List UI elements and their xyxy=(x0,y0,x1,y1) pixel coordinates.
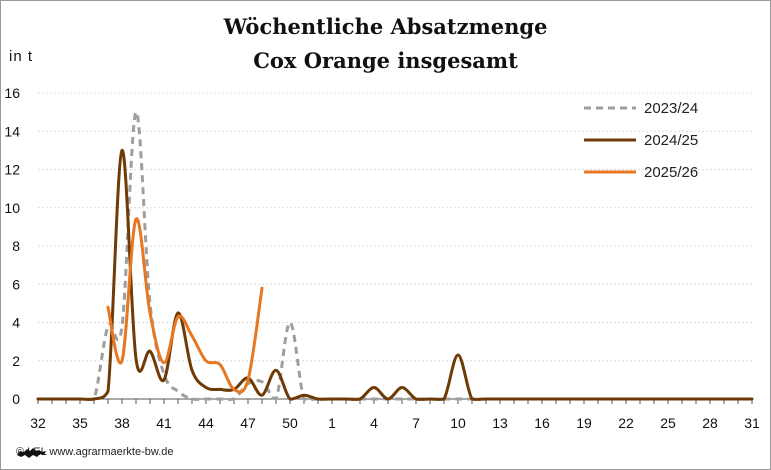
x-tick-label: 50 xyxy=(282,415,298,431)
chart-title: Wöchentliche Absatzmenge xyxy=(223,14,548,39)
legend-label: 2024/25 xyxy=(644,132,698,149)
y-tick-label: 16 xyxy=(4,85,20,101)
x-axis: 32 35 38 41 44 47 50 1 4 7 10 13 16 19 22 25 28 31 xyxy=(30,398,760,431)
y-axis-unit: in t xyxy=(9,48,34,65)
legend: 2023/24 2024/25 2025/26 xyxy=(584,100,698,181)
x-tick-label: 25 xyxy=(660,415,676,431)
series-line-2024-25 xyxy=(36,148,754,401)
y-tick-label: 12 xyxy=(4,162,20,178)
x-tick-label: 19 xyxy=(576,415,592,431)
x-tick-label: 28 xyxy=(702,415,718,431)
x-tick-label: 22 xyxy=(618,415,634,431)
x-tick-label: 10 xyxy=(450,415,466,431)
y-tick-label: 8 xyxy=(12,238,20,254)
legend-label: 2023/24 xyxy=(644,100,698,117)
lion-coat-of-arms-icon xyxy=(17,448,46,458)
y-tick-label: 6 xyxy=(12,276,20,292)
x-tick-label: 13 xyxy=(492,415,508,431)
x-tick-label: 47 xyxy=(240,415,256,431)
legend-label: 2025/26 xyxy=(644,164,698,181)
x-tick-label: 44 xyxy=(198,415,214,431)
series-line-2025-26 xyxy=(106,217,264,394)
footer-text: © LEL www.agrarmaerkte-bw.de xyxy=(16,446,174,458)
y-tick-label: 2 xyxy=(12,353,20,369)
series-lines xyxy=(36,110,754,401)
chart-title-block: Wöchentliche Absatzmenge Cox Orange insg… xyxy=(0,10,771,78)
y-tick-label: 0 xyxy=(12,391,20,407)
y-tick-label: 14 xyxy=(4,123,20,139)
x-tick-label: 7 xyxy=(412,415,420,431)
x-tick-label: 41 xyxy=(156,415,172,431)
x-tick-label: 31 xyxy=(744,415,760,431)
x-tick-label: 16 xyxy=(534,415,550,431)
chart-subtitle: Cox Orange insgesamt xyxy=(253,48,518,73)
x-tick-label: 32 xyxy=(30,415,46,431)
x-tick-label: 35 xyxy=(72,415,88,431)
footer: © LEL www.agrarmaerkte-bw.de xyxy=(16,446,174,458)
y-tick-label: 10 xyxy=(4,200,20,216)
gridlines xyxy=(38,92,752,362)
x-tick-label: 1 xyxy=(328,415,336,431)
y-tick-label: 4 xyxy=(12,315,20,331)
x-tick-label: 38 xyxy=(114,415,130,431)
y-tick-labels: 0 2 4 6 8 10 12 14 16 xyxy=(4,85,20,407)
x-tick-label: 4 xyxy=(370,415,378,431)
